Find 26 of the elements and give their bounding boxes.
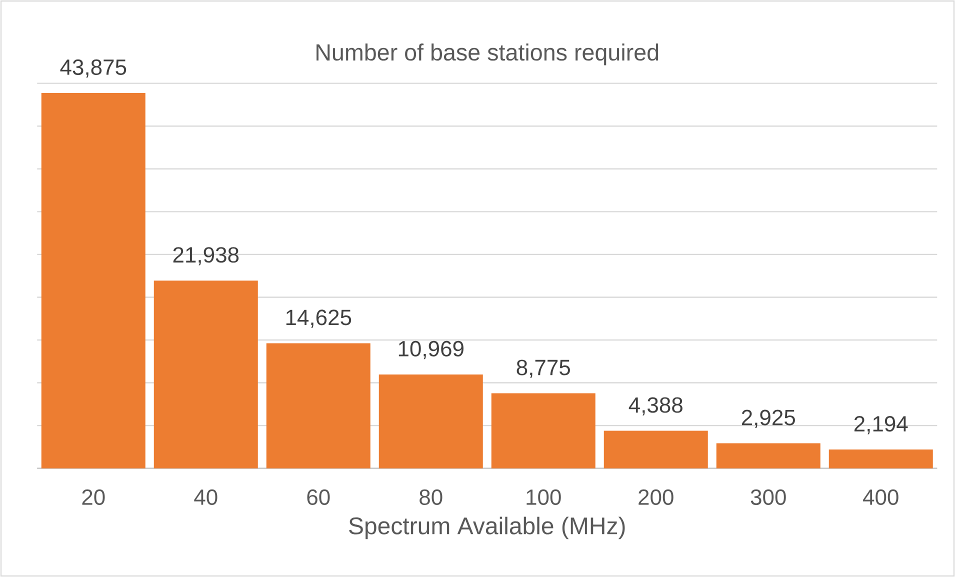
data-label: 8,775	[516, 360, 570, 378]
bar	[266, 343, 370, 468]
bar	[378, 374, 483, 468]
x-tick-label: 200	[638, 489, 674, 505]
x-tick-label: 300	[750, 489, 786, 505]
x-axis-title: Spectrum Available (MHz)	[349, 516, 625, 540]
chart-title: Number of base stations required	[316, 44, 658, 66]
data-label: 2,194	[854, 416, 908, 434]
x-tick-label: 60	[307, 489, 330, 505]
bar	[41, 92, 146, 468]
data-label: 43,875	[60, 59, 126, 78]
bar	[491, 393, 596, 468]
bar	[716, 443, 820, 468]
bar	[604, 430, 708, 468]
x-tick-label: 400	[863, 489, 898, 505]
bar	[154, 280, 258, 468]
data-label: 21,938	[173, 247, 239, 266]
bar	[828, 450, 933, 468]
x-tick-label: 20	[82, 489, 105, 505]
data-label: 10,969	[398, 340, 464, 360]
data-label: 14,625	[286, 310, 352, 328]
x-tick-label: 80	[420, 489, 442, 505]
data-label: 2,925	[742, 410, 795, 428]
data-label: 4,388	[628, 397, 682, 416]
x-tick-label: 100	[526, 489, 561, 505]
x-tick-label: 40	[194, 489, 218, 505]
